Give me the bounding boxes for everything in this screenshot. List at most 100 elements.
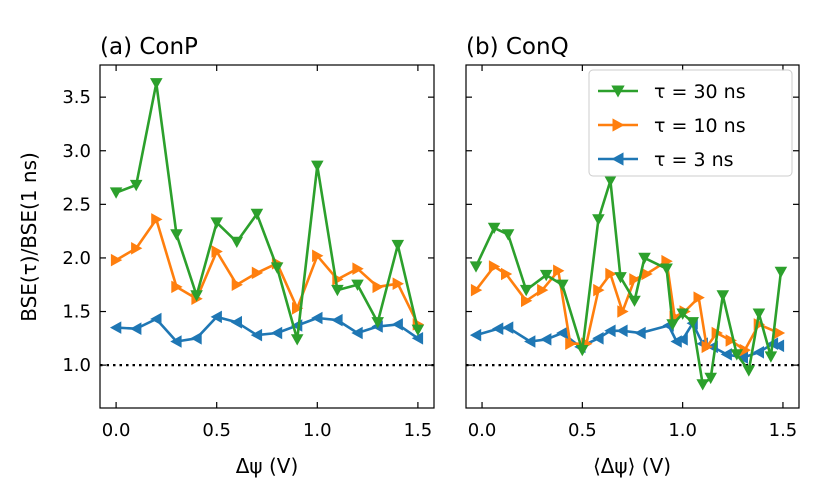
panel-b-data-point: [638, 252, 651, 265]
panel-a-data-point: [351, 279, 364, 291]
panel-a-data-point: [170, 229, 183, 241]
legend-label: τ = 30 ns: [654, 81, 746, 103]
panel-b-data-point: [634, 326, 646, 340]
panel-a-data-point: [231, 278, 243, 291]
panel-b-data-point: [470, 283, 483, 297]
panel-a-data-point: [129, 179, 143, 192]
panel-conp: (a) ConP 0.0 0.5 1.0 1.51.01.52.02.53.03.5 …: [17, 34, 435, 478]
panel-b-data-point: [491, 322, 504, 335]
panel-b-data-point: [742, 365, 756, 377]
panel-b-data-point: [556, 326, 568, 340]
panel-a-xlabel: Δψ (V): [236, 454, 299, 478]
panel-a-xtick-label: 1.0: [303, 420, 332, 441]
panel-a-data-point: [151, 213, 163, 226]
panel-a-data-point: [251, 266, 264, 280]
panel-b-series: [466, 175, 799, 391]
panel-b-data-point: [556, 279, 569, 291]
panel-a-data-point: [270, 326, 283, 340]
panel-a-data-point: [210, 217, 223, 229]
panel-b-data-point: [487, 222, 501, 235]
panel-a-data-point: [211, 245, 223, 258]
panel-a-data-point: [311, 311, 323, 325]
panel-b-data-point: [592, 332, 604, 345]
panel-b-data-point: [521, 294, 533, 308]
panel-a-data-point: [331, 313, 343, 327]
panel-b-xtick-label: 0.5: [568, 420, 597, 441]
panel-b-series-line: [474, 179, 783, 386]
panel-b-data-point: [576, 344, 589, 357]
panel-b-data-point: [764, 351, 778, 363]
panel-b-xtick-label: 1.0: [668, 420, 697, 441]
panel-b-series-2: [469, 175, 788, 391]
panel-a-data-point: [372, 280, 384, 294]
panel-b-data-point: [752, 346, 764, 359]
legend-entry: τ = 3 ns: [598, 149, 734, 171]
panel-b-data-point: [716, 290, 730, 302]
panel-b-data-point: [524, 335, 536, 348]
panel-b-data-point: [773, 326, 786, 340]
panel-a-title: (a) ConP: [100, 34, 198, 60]
panel-a-data-point: [411, 332, 424, 345]
panel-b-data-point: [752, 308, 766, 320]
panel-conq: (b) ConQ 0.0 0.5 1.0 1.5 ⟨Δψ⟩ (V) τ = 30 ns…: [465, 34, 800, 478]
legend: τ = 30 ns τ = 10 ns τ = 3 ns: [588, 69, 793, 177]
panel-b-data-point: [701, 340, 713, 354]
panel-b-data-point: [501, 321, 514, 334]
panel-b-frame: [465, 64, 800, 409]
panel-b-data-point: [540, 333, 552, 346]
panel-b-data-point: [616, 324, 628, 338]
panel-a-data-point: [270, 262, 284, 274]
panel-a-data-point: [411, 324, 425, 336]
legend-entry: τ = 30 ns: [598, 81, 746, 103]
panel-a-ticks: 0.0 0.5 1.0 1.5 1.0 1.5 2.0 2.5 3.0 3.5: [62, 65, 434, 441]
panel-b-data-point: [469, 261, 483, 273]
panel-a-data-point: [250, 328, 263, 342]
panel-b-data-point: [629, 273, 641, 286]
panel-a-data-point: [230, 236, 244, 249]
legend-label: τ = 10 ns: [654, 115, 746, 137]
panel-a-series-line: [115, 81, 420, 341]
panel-a-series-0: [109, 310, 424, 348]
panel-a-xtick-label: 0.0: [102, 420, 131, 441]
panel-a-data-point: [392, 277, 404, 290]
panel-a-data-point: [110, 253, 123, 267]
panel-b-data-point: [539, 269, 553, 282]
panel-b-title: (b) ConQ: [466, 34, 569, 60]
panel-b-data-point: [565, 337, 577, 350]
panel-a-ytick-label: 3.0: [62, 141, 91, 162]
panel-b-xtick-label: 0.0: [468, 420, 497, 441]
panel-b-ticks: 0.0 0.5 1.0 1.5: [466, 65, 799, 441]
legend-label: τ = 3 ns: [654, 149, 734, 171]
panel-b-data-point: [720, 348, 732, 361]
panel-a-data-point: [109, 187, 123, 199]
legend-box: [588, 69, 793, 177]
panel-a-data-point: [230, 315, 243, 329]
panel-b-data-point: [604, 324, 616, 338]
panel-a-data-point: [171, 280, 183, 294]
panel-a-data-point: [391, 239, 405, 252]
panel-b-data-point: [593, 283, 605, 297]
panel-b-data-point: [666, 319, 679, 331]
panel-b-data-point: [693, 291, 705, 304]
panel-b-xlabel: ⟨Δψ⟩ (V): [593, 454, 671, 478]
panel-a-data-point: [190, 290, 203, 302]
legend-marker: [612, 118, 625, 132]
panel-b-data-point: [604, 175, 617, 187]
panel-b-series-1: [470, 254, 786, 357]
panel-a-data-point: [130, 322, 142, 335]
panel-b-data-point: [730, 349, 744, 361]
panel-a-series: [100, 78, 434, 367]
panel-b-data-point: [660, 263, 673, 275]
panel-b-data-point: [537, 283, 549, 297]
panel-a-data-point: [131, 242, 143, 255]
panel-b-data-point: [614, 272, 627, 284]
panel-a-data-point: [170, 335, 182, 348]
panel-a-data-point: [290, 334, 304, 346]
panel-a-data-point: [311, 160, 324, 172]
panel-a-series-line: [116, 315, 419, 343]
panel-b-xtick-label: 1.5: [769, 420, 798, 441]
panel-b-data-point: [617, 305, 629, 318]
panel-a-data-point: [331, 284, 344, 297]
panel-b-data-point: [500, 267, 513, 281]
